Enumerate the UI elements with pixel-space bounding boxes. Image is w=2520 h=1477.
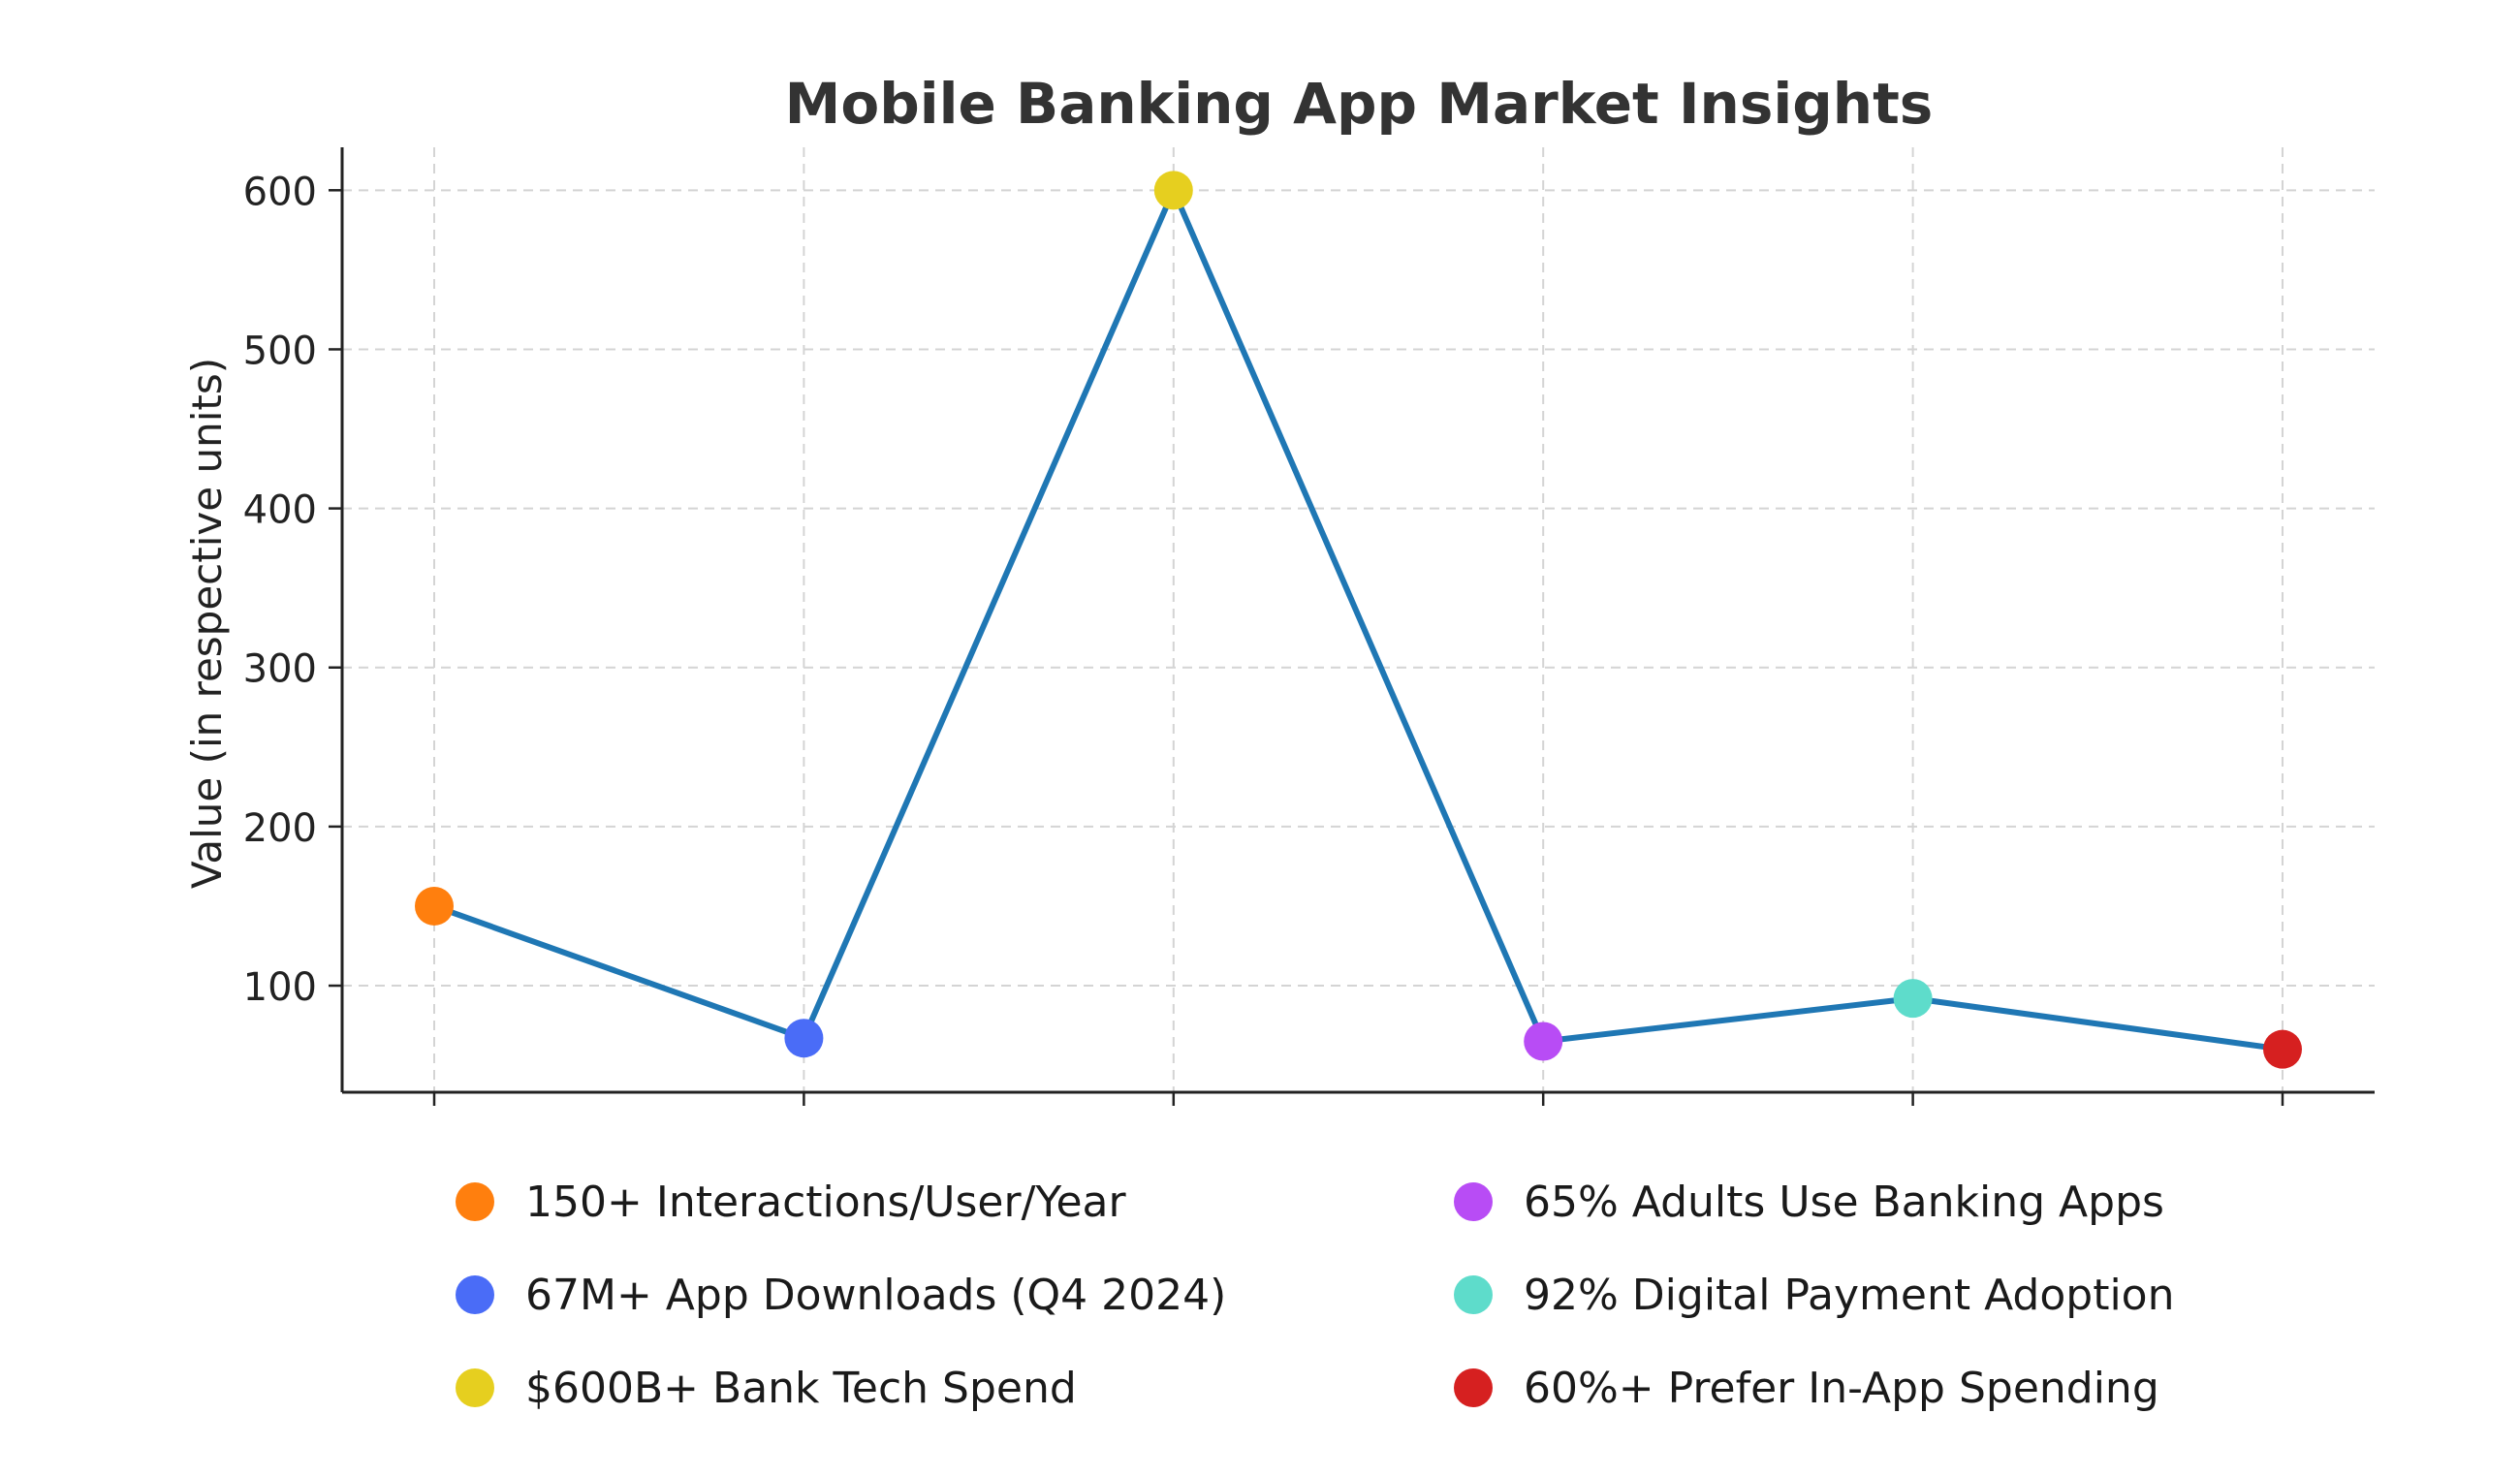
points-layer [415,171,2302,1069]
legend-label-3: 65% Adults Use Banking Apps [1524,1177,2164,1227]
legend-item-1: 67M+ App Downloads (Q4 2024) [456,1266,1226,1324]
y-axis-label: Value (in respective units) [183,358,231,889]
chart-title: Mobile Banking App Market Insights [785,71,1934,137]
y-tick-label-500: 500 [243,329,317,373]
y-tick-label-100: 100 [243,965,317,1010]
data-point-2 [1153,171,1193,210]
legend-item-0: 150+ Interactions/User/Year [456,1173,1126,1231]
y-tick-label-300: 300 [243,647,317,692]
grid-layer [342,147,2375,1092]
legend-item-2: $600B+ Bank Tech Spend [456,1359,1077,1417]
legend-label-1: 67M+ App Downloads (Q4 2024) [525,1270,1227,1320]
legend-marker-4 [1454,1275,1493,1314]
legend-item-4: 92% Digital Payment Adoption [1454,1266,2174,1324]
legend-label-2: $600B+ Bank Tech Spend [525,1363,1077,1413]
series-layer [432,187,2284,1053]
legend-marker-3 [1454,1182,1493,1221]
y-tick-label-600: 600 [243,170,317,214]
data-point-3 [1524,1021,1563,1061]
legend-label-4: 92% Digital Payment Adoption [1524,1270,2175,1320]
legend-marker-1 [456,1275,494,1314]
data-point-0 [415,886,454,926]
y-tick-label-200: 200 [243,806,317,851]
legend-marker-5 [1454,1368,1493,1407]
legend-item-3: 65% Adults Use Banking Apps [1454,1173,2164,1231]
legend: 150+ Interactions/User/Year 67M+ App Down… [456,1173,2297,1425]
legend-marker-2 [456,1368,494,1407]
data-point-5 [2263,1029,2302,1069]
y-tick-label-400: 400 [243,488,317,533]
legend-label-5: 60%+ Prefer In-App Spending [1524,1363,2159,1413]
legend-item-5: 60%+ Prefer In-App Spending [1454,1359,2159,1417]
axes-layer: 100 200 300 400 500 600 [243,147,2375,1106]
series-line [432,187,2284,1053]
legend-marker-0 [456,1182,494,1221]
legend-label-0: 150+ Interactions/User/Year [525,1177,1126,1227]
data-point-4 [1893,979,1933,1019]
data-point-1 [784,1019,824,1058]
